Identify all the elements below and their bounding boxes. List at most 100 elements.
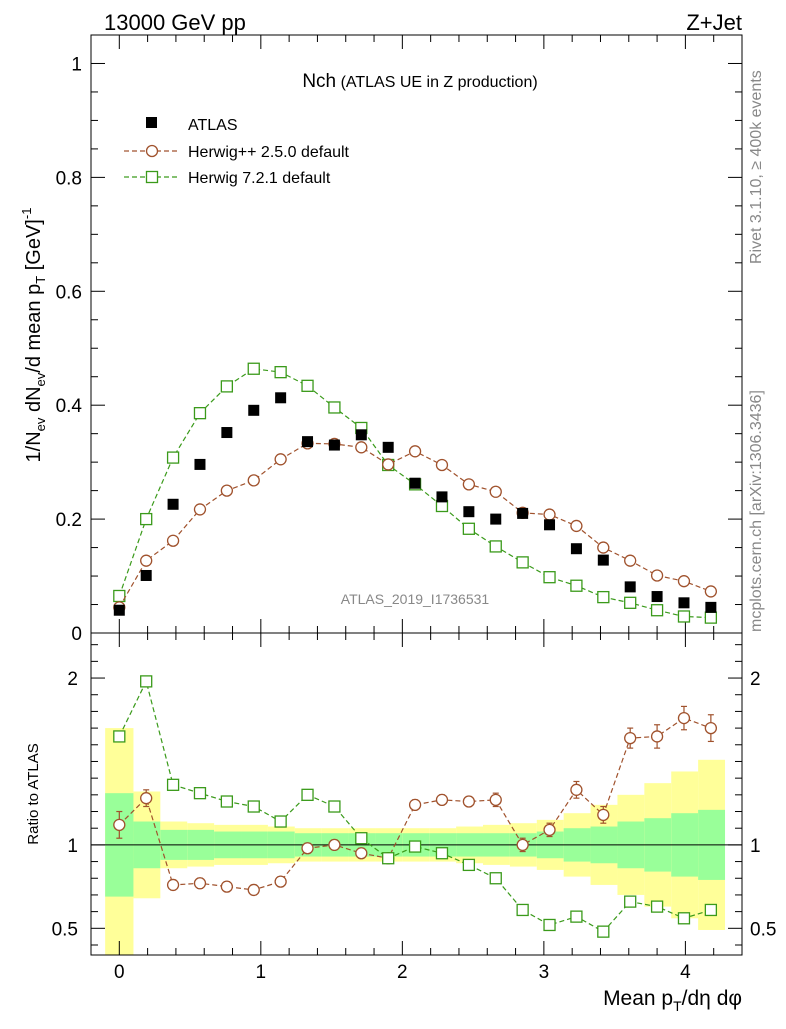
legend-atlas-marker [146, 117, 157, 128]
y-tick-label: 1 [71, 54, 82, 75]
x-tick-label: 4 [680, 962, 691, 983]
data-point [436, 491, 448, 503]
ratio-point [704, 903, 718, 917]
ratio-panel: 0.5 0.5 1 1 2 2 [52, 632, 776, 956]
legend-herwigpp-marker [145, 144, 159, 158]
side-rivet-label: Rivet 3.1.10, ≥ 400k events [748, 70, 765, 264]
y-tick-label: 0.2 [56, 510, 82, 531]
ratio-point [113, 730, 126, 743]
data-point [624, 596, 637, 609]
ratio-point [489, 872, 502, 885]
data-point [194, 458, 206, 470]
ratio-point [274, 875, 287, 888]
x-tick-label: 1 [256, 962, 267, 983]
data-point [704, 611, 718, 624]
ratio-series [113, 675, 718, 938]
data-point [677, 610, 691, 623]
data-point [624, 554, 637, 567]
data-point [463, 506, 475, 518]
ratio-point [247, 800, 260, 813]
ratio-point [166, 778, 180, 791]
watermark-label: ATLAS_2019_I1736531 [341, 591, 490, 607]
data-point [435, 458, 449, 472]
ratio-point [113, 818, 126, 832]
data-point [193, 503, 207, 516]
ratio-point [435, 847, 449, 860]
legend-atlas-label: ATLAS [188, 117, 238, 134]
ratio-point [624, 731, 637, 745]
ratio-point [624, 895, 637, 908]
ratio-point [650, 730, 664, 743]
series-0 [113, 392, 717, 616]
data-point [705, 601, 717, 613]
legend-herwig7-marker [145, 170, 159, 184]
ratio-y-tick-label-right: 0.5 [750, 919, 776, 940]
y-tick-label: 0 [71, 624, 82, 645]
data-point [570, 579, 583, 592]
legend-atlas: ATLAS [146, 117, 238, 134]
data-point [220, 484, 234, 497]
ratio-point [355, 832, 368, 845]
ratio-point [166, 878, 180, 892]
main-series [113, 362, 718, 624]
data-point [624, 581, 636, 593]
ratio-point [382, 852, 395, 865]
data-point [140, 554, 153, 567]
data-point [489, 485, 502, 498]
chart-title-sub: (ATLAS UE in Z production) [341, 74, 538, 91]
y-tick-label: 0.8 [56, 168, 82, 189]
ratio-y-tick-label: 2 [67, 669, 78, 690]
data-point [274, 453, 287, 466]
ratio-point [516, 838, 529, 852]
ratio-point [328, 800, 341, 813]
data-point [166, 534, 180, 547]
ratio-series-line [118, 717, 712, 891]
ratio-y-label: Ratio to ATLAS [25, 743, 42, 844]
data-point [382, 441, 394, 453]
ratio-series-1 [113, 675, 718, 938]
ratio-point [543, 918, 556, 932]
data-point [167, 498, 179, 510]
legend-herwigpp-label: Herwig++ 2.5.0 default [188, 144, 350, 161]
data-point [247, 474, 260, 487]
series-line [118, 442, 712, 608]
ratio-point [247, 883, 260, 897]
data-point [328, 439, 340, 451]
process-label: Z+Jet [686, 10, 742, 35]
data-point [113, 604, 125, 616]
data-point [650, 569, 664, 582]
ratio-y-tick-label: 0.5 [52, 919, 78, 940]
ratio-point [301, 842, 314, 855]
legend-herwigpp: Herwig++ 2.5.0 default [124, 144, 350, 161]
chart-title: Nch (ATLAS UE in Z production) [302, 71, 537, 92]
data-point [597, 590, 610, 604]
y-tick-label: 0.4 [56, 396, 83, 417]
data-point [543, 571, 556, 584]
energy-label: 13000 GeV pp [104, 10, 246, 35]
data-point [409, 477, 421, 489]
data-point [570, 519, 583, 533]
data-point [516, 556, 529, 569]
data-point [275, 392, 287, 404]
legend-herwig7: Herwig 7.2.1 default [124, 170, 331, 187]
legend: ATLAS Herwig++ 2.5.0 default Herwig 7.2.… [124, 117, 350, 187]
data-point [248, 404, 260, 416]
chart-title-main: Nch [302, 71, 336, 92]
ratio-point [462, 858, 476, 872]
main-axis-ticks: 0 0.2 0.4 0.6 0.8 1 [56, 34, 743, 645]
data-point [355, 441, 368, 454]
side-site-label: mcplots.cern.ch [arXiv:1306.3436] [748, 390, 765, 632]
data-point [597, 554, 609, 566]
data-point [274, 366, 287, 379]
ratio-point [408, 840, 422, 853]
ratio-frame [90, 632, 743, 956]
ratio-point [140, 792, 153, 805]
ratio-y-tick-label-right: 1 [750, 836, 761, 857]
ratio-point [704, 721, 718, 735]
ratio-point [408, 798, 422, 811]
series-1 [113, 437, 718, 614]
ratio-point [274, 815, 287, 828]
y-tick-label: 0.6 [56, 282, 82, 303]
data-point [221, 427, 233, 439]
data-point [408, 445, 422, 458]
